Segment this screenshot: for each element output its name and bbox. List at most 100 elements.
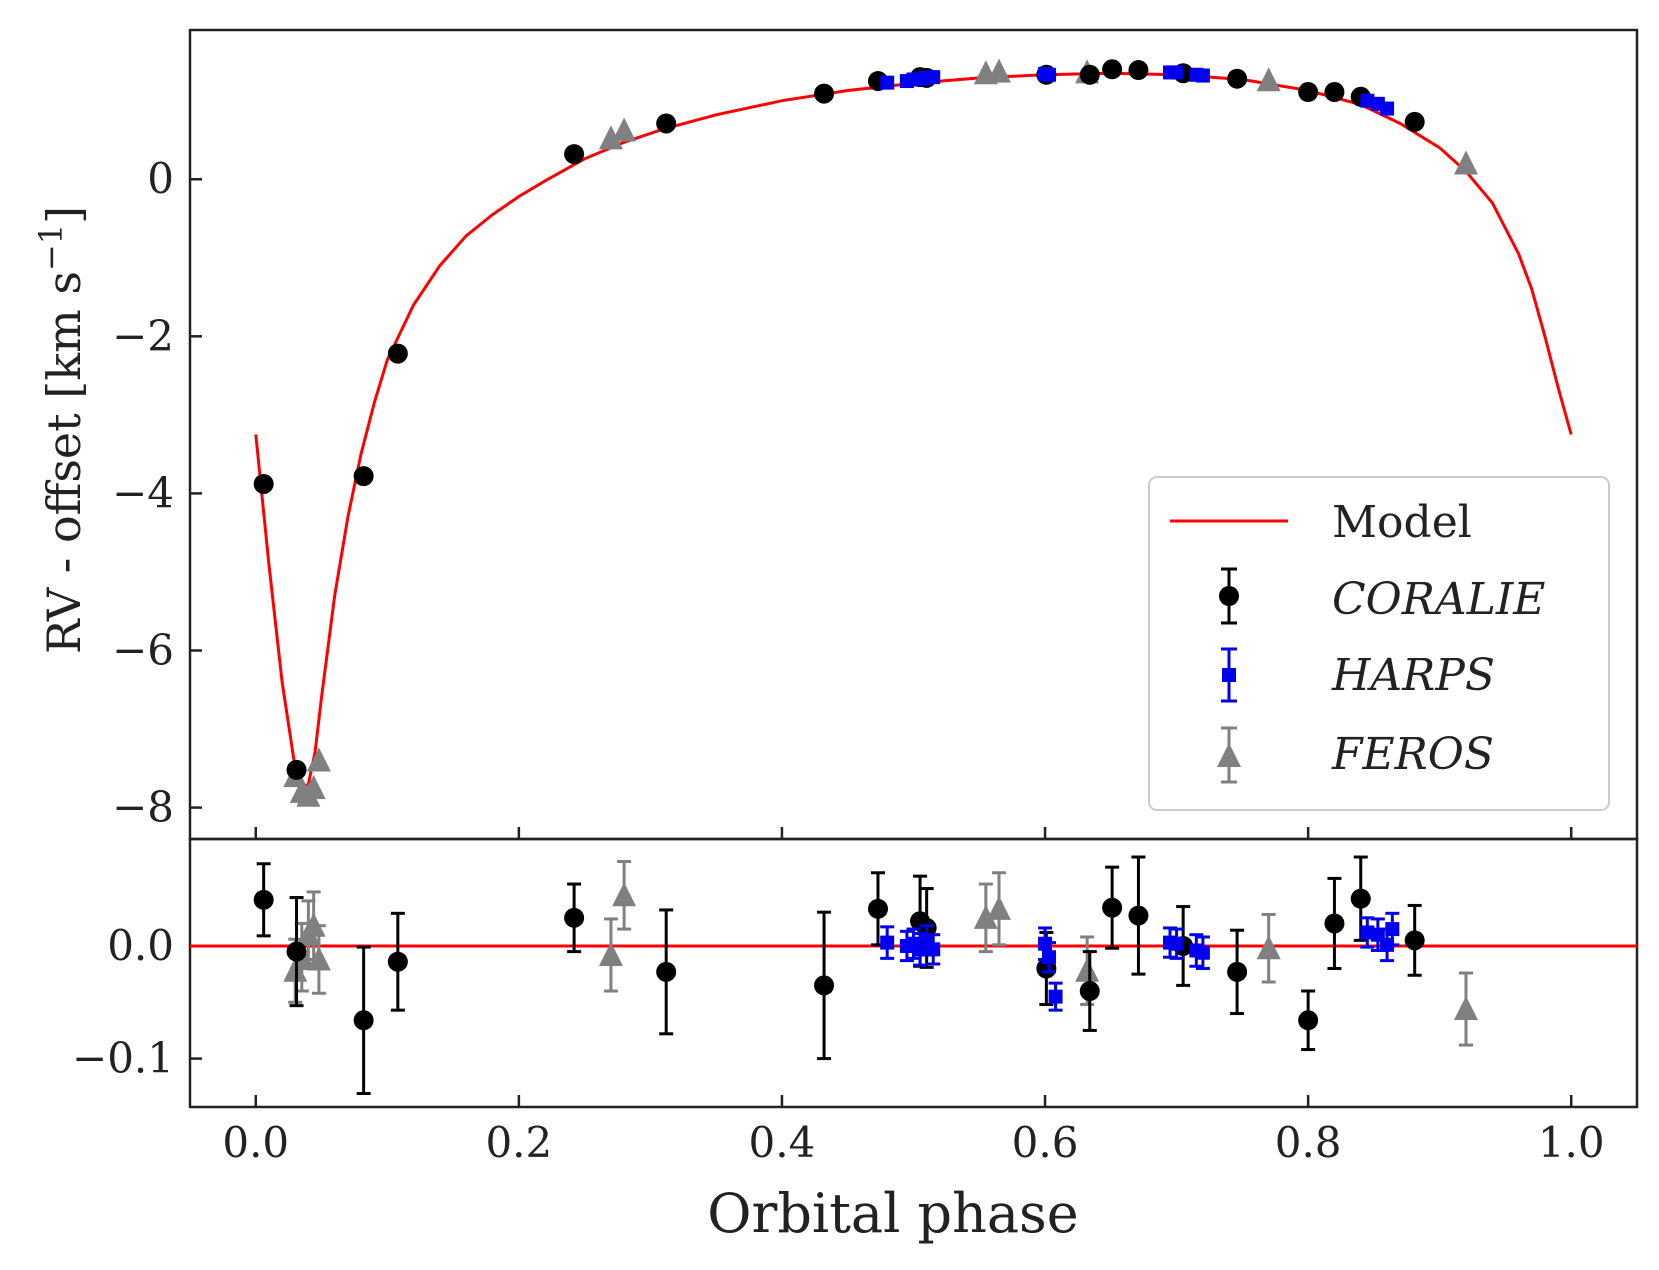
top-y-tick-label: −6 bbox=[112, 625, 174, 674]
legend-marker-harps bbox=[1221, 647, 1237, 703]
harps-residual bbox=[1041, 941, 1056, 974]
feros-residual bbox=[598, 917, 623, 993]
feros-residual-point bbox=[1075, 957, 1100, 982]
coralie-residual bbox=[1079, 950, 1100, 1032]
bottom-panel-ticks: 0.0 0.2 0.4 0.6 0.8 1.0 0.0 −0.1 bbox=[72, 921, 1605, 1167]
feros-residual-point bbox=[1256, 935, 1281, 960]
feros-residual bbox=[1453, 971, 1478, 1047]
top-panel-points bbox=[253, 58, 1478, 807]
coralie-residual bbox=[286, 896, 307, 1008]
coralie-residual-point bbox=[1404, 930, 1425, 951]
coralie-residual bbox=[564, 882, 585, 954]
coralie-point bbox=[1128, 60, 1149, 81]
harps-point bbox=[1360, 93, 1375, 108]
harps-residual bbox=[1048, 981, 1063, 1012]
harps-point bbox=[926, 70, 941, 85]
coralie-point bbox=[1404, 111, 1425, 132]
x-tick-label: 0.4 bbox=[749, 1118, 816, 1167]
feros-point bbox=[1453, 150, 1478, 175]
harps-residual-point bbox=[926, 942, 941, 957]
top-panel-ticks: 0 −2 −4 −6 −8 bbox=[112, 154, 1573, 839]
harps-residual-point bbox=[1169, 936, 1184, 951]
coralie-point bbox=[253, 473, 274, 494]
coralie-residual bbox=[867, 871, 888, 947]
harps-residual-point bbox=[1048, 989, 1063, 1004]
bottom-panel-points bbox=[253, 855, 1478, 1095]
coralie-residual bbox=[1404, 903, 1425, 977]
top-y-tick-label: −8 bbox=[112, 783, 174, 832]
harps-point bbox=[1041, 67, 1056, 82]
coralie-residual-point bbox=[387, 951, 408, 972]
feros-residual-point bbox=[598, 941, 623, 966]
legend-label-coralie: CORALIE bbox=[1332, 574, 1545, 625]
bottom-y-tick-label: −0.1 bbox=[72, 1034, 174, 1083]
feros-point bbox=[987, 58, 1012, 83]
y-axis-label: RV - offset [km s−1] bbox=[32, 206, 91, 654]
coralie-point bbox=[656, 113, 677, 134]
coralie-residual-point bbox=[814, 975, 835, 996]
x-axis-label: Orbital phase bbox=[707, 1182, 1078, 1245]
coralie-point bbox=[564, 144, 585, 165]
coralie-residual-point bbox=[656, 961, 677, 982]
harps-residual-point bbox=[1360, 925, 1375, 940]
coralie-residual-point bbox=[564, 907, 585, 928]
feros-residual bbox=[987, 871, 1012, 947]
coralie-residual bbox=[253, 862, 274, 938]
feros-residual bbox=[612, 860, 637, 931]
harps-point bbox=[1380, 101, 1395, 116]
coralie-residual-point bbox=[1102, 897, 1123, 918]
coralie-residual bbox=[1128, 855, 1149, 976]
coralie-residual-point bbox=[1350, 888, 1371, 909]
feros-residual-point bbox=[1453, 996, 1478, 1021]
feros-residual bbox=[973, 882, 998, 954]
coralie-residual-point bbox=[1298, 1010, 1319, 1031]
harps-residual bbox=[1195, 935, 1210, 970]
feros-residual-point bbox=[612, 882, 637, 907]
feros-point bbox=[598, 125, 623, 150]
harps-residual bbox=[926, 933, 941, 966]
coralie-residual-point bbox=[1128, 905, 1149, 926]
coralie-point bbox=[387, 343, 408, 364]
harps-residual-point bbox=[1041, 950, 1056, 965]
top-y-tick-label: −4 bbox=[112, 468, 174, 517]
coralie-residual bbox=[1102, 865, 1123, 950]
coralie-residual bbox=[814, 910, 835, 1061]
harps-residual bbox=[1169, 927, 1184, 960]
coralie-point bbox=[286, 759, 307, 780]
legend-box bbox=[1148, 476, 1610, 811]
coralie-residual-point bbox=[253, 889, 274, 910]
harps-point bbox=[1169, 65, 1184, 80]
coralie-residual-point bbox=[1227, 961, 1248, 982]
coralie-residual bbox=[656, 908, 677, 1036]
coralie-residual-point bbox=[353, 1010, 374, 1031]
feros-point bbox=[306, 747, 331, 772]
coralie-point bbox=[1102, 59, 1123, 80]
feros-residual-point bbox=[987, 895, 1012, 920]
harps-residual-point bbox=[1385, 922, 1400, 937]
feros-residual-point bbox=[306, 946, 331, 971]
coralie-residual-point bbox=[1324, 913, 1345, 934]
legend-marker-feros bbox=[1217, 726, 1241, 784]
feros-residual-point bbox=[973, 904, 998, 929]
harps-point bbox=[1195, 68, 1210, 83]
bottom-panel-frame bbox=[188, 837, 1639, 1109]
coralie-residual bbox=[387, 911, 408, 1012]
harps-residual-point bbox=[880, 935, 895, 950]
feros-residual bbox=[1256, 912, 1281, 984]
x-tick-label: 1.0 bbox=[1538, 1118, 1605, 1167]
coralie-point bbox=[353, 466, 374, 487]
coralie-residual bbox=[1324, 876, 1345, 970]
coralie-point bbox=[1079, 64, 1100, 85]
legend-label-model: Model bbox=[1332, 497, 1472, 548]
top-y-tick-label: 0 bbox=[147, 154, 174, 203]
legend-label-feros: FEROS bbox=[1331, 729, 1494, 780]
coralie-point bbox=[1227, 68, 1248, 89]
feros-point bbox=[612, 117, 637, 142]
coralie-point bbox=[814, 83, 835, 104]
x-tick-label: 0.2 bbox=[485, 1118, 552, 1167]
harps-residual-point bbox=[1195, 945, 1210, 960]
legend-label-harps: HARPS bbox=[1331, 650, 1495, 701]
coralie-residual bbox=[1298, 989, 1319, 1052]
coralie-residual-point bbox=[1079, 981, 1100, 1002]
